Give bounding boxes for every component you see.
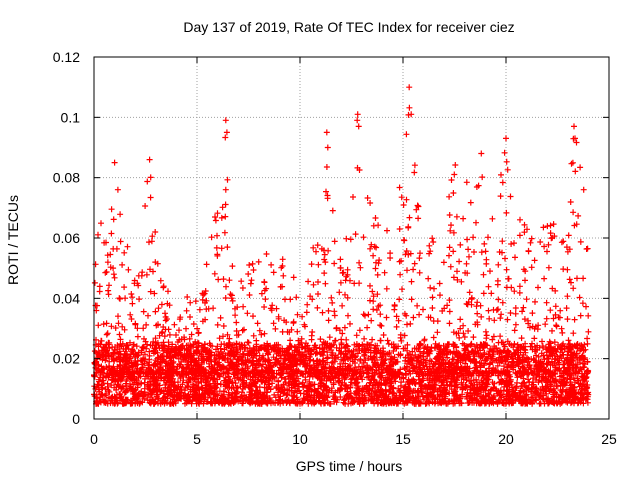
y-tick-label: 0.02 xyxy=(53,351,80,367)
y-tick-label: 0 xyxy=(72,411,80,427)
y-tick-label: 0.1 xyxy=(61,109,81,125)
y-tick-label: 0.04 xyxy=(53,290,80,306)
y-tick-label: 0.08 xyxy=(53,170,80,186)
data-points xyxy=(91,84,592,407)
x-tick-label: 25 xyxy=(601,431,617,447)
y-tick-label: 0.12 xyxy=(53,49,80,65)
grid xyxy=(94,57,609,419)
x-tick-labels: 0 5 10 15 20 25 xyxy=(90,431,617,447)
y-tick-label: 0.06 xyxy=(53,230,80,246)
x-tick-label: 20 xyxy=(498,431,514,447)
y-axis-label: ROTI / TECUs xyxy=(5,195,21,285)
x-tick-label: 10 xyxy=(292,431,308,447)
axis-ticks xyxy=(93,56,610,420)
x-tick-label: 5 xyxy=(193,431,201,447)
y-tick-labels: 0 0.02 0.04 0.06 0.08 0.1 0.12 xyxy=(53,49,80,427)
x-axis-label: GPS time / hours xyxy=(296,458,403,474)
x-tick-label: 0 xyxy=(90,431,98,447)
roti-points xyxy=(91,84,592,407)
x-tick-label: 15 xyxy=(395,431,411,447)
chart-title: Day 137 of 2019, Rate Of TEC Index for r… xyxy=(183,19,514,35)
